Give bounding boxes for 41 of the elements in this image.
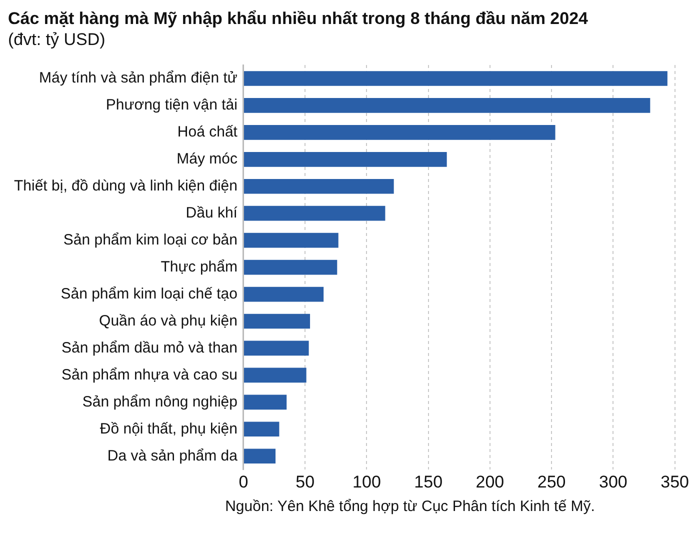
x-tick-label: 300	[599, 472, 628, 492]
bar	[244, 286, 324, 302]
x-tick-label: 50	[296, 472, 315, 492]
bar	[244, 368, 306, 383]
x-tick-label: 250	[537, 472, 566, 492]
bar	[244, 206, 386, 221]
y-tick-label: Sản phẩm nhựa và cao su	[61, 366, 238, 384]
bar	[244, 71, 668, 86]
bar	[244, 314, 310, 329]
x-tick-label: 100	[352, 472, 381, 492]
bar	[244, 340, 309, 356]
y-tick-label: Máy tính và sản phẩm điện tử	[39, 70, 238, 87]
bar	[244, 394, 287, 410]
y-tick-label: Hoá chất	[177, 124, 238, 141]
bar	[244, 422, 280, 437]
bar	[244, 260, 338, 275]
y-tick-label: Đồ nội thất, phụ kiện	[100, 420, 238, 438]
y-tick-label: Da và sản phẩm da	[107, 447, 238, 464]
x-tick-label: 350	[660, 472, 690, 492]
bar	[244, 178, 394, 194]
y-tick-label: Dầu khí	[186, 204, 238, 222]
y-tick-label: Thực phẩm	[160, 258, 238, 276]
bar	[244, 448, 276, 464]
bar	[244, 125, 556, 140]
chart-title: Các mặt hàng mà Mỹ nhập khẩu nhiều nhất trong 8 tháng đầu năm 2024	[8, 8, 589, 29]
y-tick-label: Máy móc	[176, 150, 238, 168]
y-tick-label: Phương tiện vận tải	[106, 96, 238, 114]
y-tick-label: Sản phẩm kim loại chế tạo	[60, 285, 238, 302]
text: (đvt: tỷ USD)	[8, 29, 106, 50]
bar	[244, 152, 447, 167]
x-tick-label: 200	[476, 472, 504, 492]
x-tick-label: 150	[414, 472, 443, 492]
bar	[244, 98, 650, 113]
y-tick-label: Sản phẩm nông nghiệp	[82, 393, 238, 410]
x-tick-label: 0	[238, 472, 248, 492]
text: Nguồn: Yên Khê tổng hợp từ Cục Phân tích Kinh tế Mỹ.	[224, 498, 596, 515]
bar	[244, 232, 338, 248]
y-tick-label: Sản phẩm dầu mỏ và than	[62, 339, 238, 356]
y-tick-label: Thiết bị, đồ dùng và linh kiện điện	[14, 178, 238, 195]
y-tick-label: Sản phẩm kim loại cơ bản	[63, 231, 238, 248]
y-tick-label: Quần áo và phụ kiện	[99, 312, 238, 330]
